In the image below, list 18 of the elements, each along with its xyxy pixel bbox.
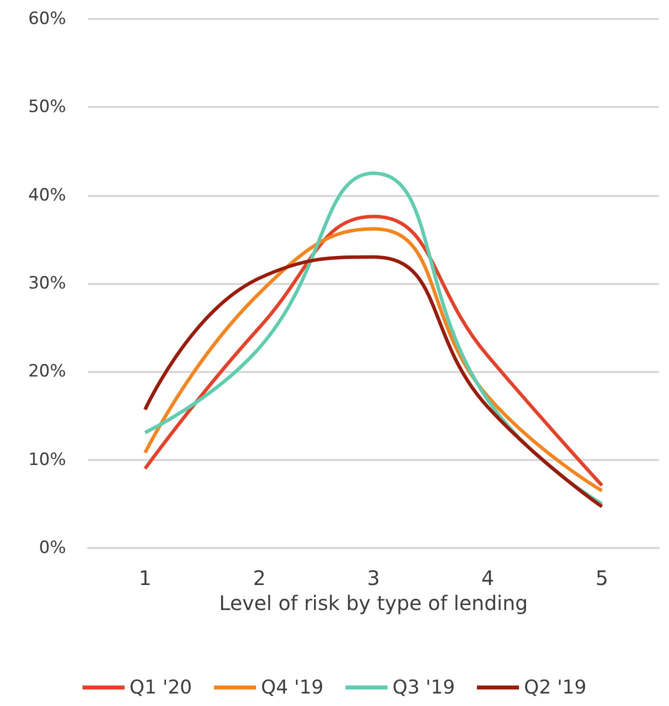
- y-tick-label: 60%: [28, 9, 66, 29]
- x-tick-label: 3: [367, 566, 380, 590]
- legend-label: Q1 '20: [130, 676, 192, 698]
- x-tick-label: 5: [596, 566, 608, 590]
- x-tick-label: 4: [481, 566, 494, 590]
- legend-label: Q4 '19: [261, 676, 324, 698]
- x-tick-label: 2: [252, 566, 266, 590]
- x-tick-label: 1: [138, 566, 152, 590]
- y-tick-label: 10%: [28, 450, 66, 470]
- x-axis-title: Level of risk by type of lending: [219, 590, 528, 615]
- y-tick-label: 50%: [28, 97, 66, 118]
- y-tick-label: 20%: [28, 362, 66, 382]
- legend-label: Q2 '19: [524, 676, 586, 698]
- y-tick-label: 0%: [39, 538, 66, 558]
- line-series: [143, 255, 604, 508]
- y-tick-label: 40%: [28, 185, 66, 206]
- y-tick-label: 30%: [28, 274, 66, 294]
- legend-label: Q3 '19: [392, 676, 455, 698]
